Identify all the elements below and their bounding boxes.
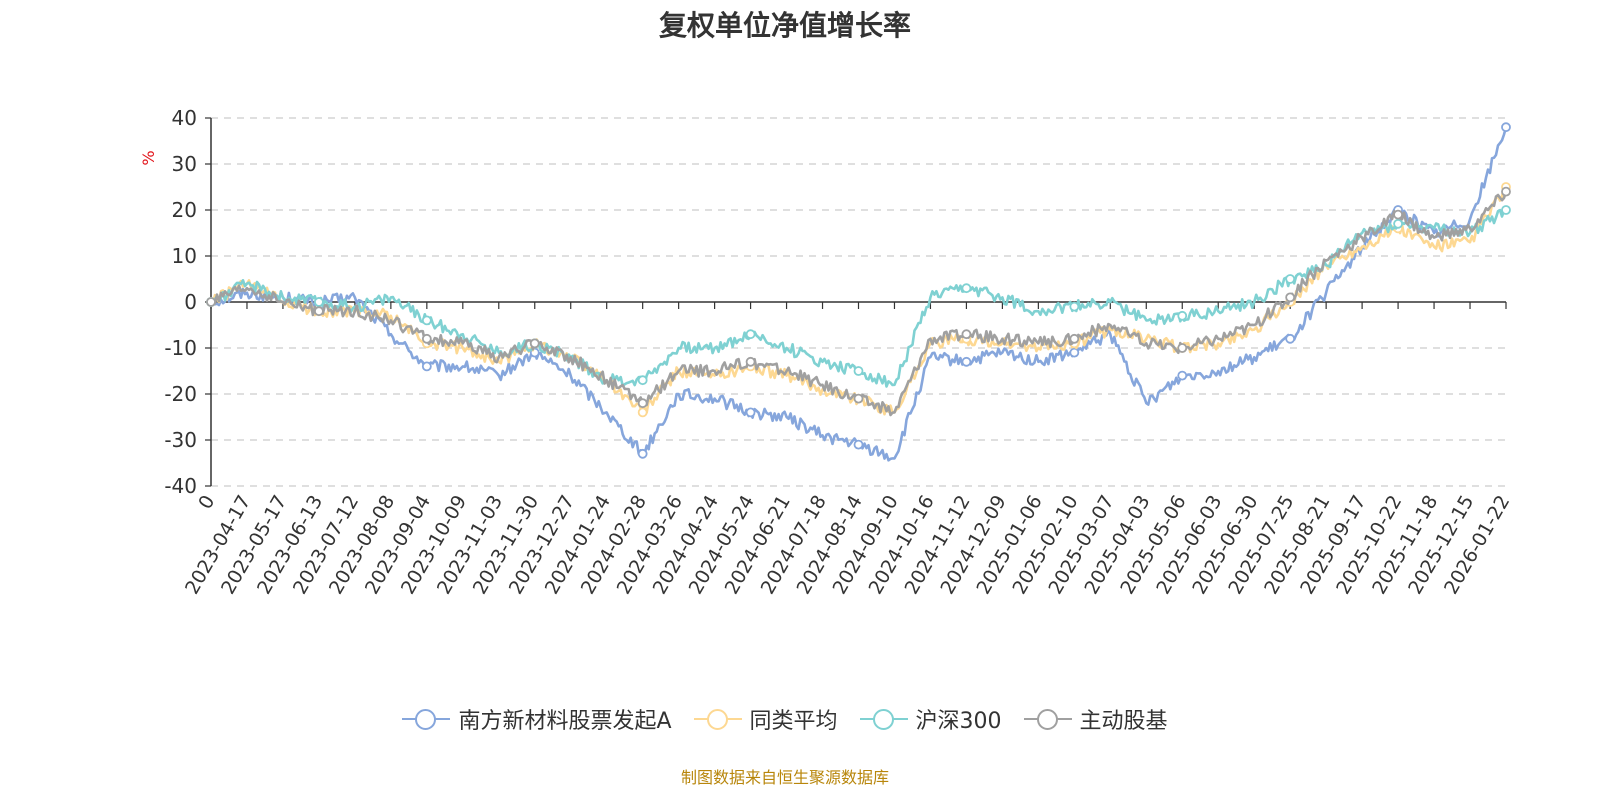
series-point: [1069, 347, 1080, 358]
series-line: [210, 183, 1507, 416]
series-point: [314, 297, 324, 307]
y-tick-label: 20: [172, 198, 197, 222]
legend-marker: [1023, 707, 1072, 731]
y-tick-label: 0: [184, 290, 197, 314]
series-point: [961, 283, 972, 294]
series-point: [421, 315, 432, 326]
series-point: [1285, 292, 1296, 303]
series-point: [637, 448, 648, 459]
series-line: [210, 126, 1508, 462]
series-point: [206, 297, 216, 307]
source-note: 制图数据来自恒生聚源数据库: [680, 768, 889, 787]
y-tick-label: -30: [164, 428, 197, 452]
legend-marker: [859, 707, 908, 731]
legend-label: 主动股基: [1079, 709, 1168, 734]
legend-marker: [693, 707, 742, 731]
series-point: [1177, 310, 1188, 321]
y-unit-label: %: [139, 150, 158, 165]
series-point: [637, 398, 648, 409]
gridlines: [211, 117, 1506, 487]
series-point: [1177, 343, 1188, 353]
series-point: [1069, 301, 1080, 312]
series-point: [1177, 370, 1188, 381]
legend-marker: [402, 707, 451, 731]
series-point: [637, 407, 648, 418]
x-tick-labels: 02023-04-172023-05-172023-06-132023-07-1…: [181, 302, 1514, 598]
series-point: [853, 393, 864, 404]
y-tick-label: 10: [172, 244, 197, 268]
series-point: [1501, 186, 1511, 197]
legend-item[interactable]: 沪深300: [859, 703, 1002, 735]
series-point: [421, 361, 432, 372]
legend-label: 南方新材料股票发起A: [458, 709, 672, 734]
series-point: [1393, 209, 1403, 220]
legend-label: 沪深300: [915, 709, 1002, 734]
series-point: [853, 366, 864, 376]
legend-item[interactable]: 同类平均: [693, 703, 838, 735]
y-tick-label: -40: [164, 474, 197, 498]
series-lines: [206, 122, 1511, 462]
series-point: [961, 356, 972, 367]
series-point: [1501, 122, 1511, 133]
legend: 南方新材料股票发起A 同类平均 沪深300 主动股基: [0, 703, 1570, 735]
series-point: [745, 329, 756, 340]
series-point: [637, 375, 648, 386]
series-line: [210, 208, 1507, 388]
y-tick-label: -10: [164, 336, 197, 360]
series-point: [1285, 274, 1296, 284]
line-chart: 40 30 20 10 0 -10 -20 -30 -40 02023-04-172023-05…: [139, 106, 1514, 598]
series-point: [853, 439, 864, 450]
x-tick-label: 0: [194, 492, 219, 513]
series-point: [1069, 333, 1080, 344]
series-point: [961, 329, 972, 340]
series-point: [421, 333, 432, 344]
y-tick-label: -20: [164, 382, 197, 406]
y-tick-labels: 40 30 20 10 0 -10 -20 -30 -40: [164, 106, 211, 498]
series-point: [314, 306, 324, 317]
y-tick-label: 40: [172, 106, 197, 130]
series-point: [745, 407, 756, 418]
series-point: [529, 338, 540, 349]
legend-label: 同类平均: [749, 709, 838, 734]
legend-item[interactable]: 主动股基: [1023, 703, 1168, 735]
y-tick-label: 30: [172, 152, 197, 176]
chart-title: 复权单位净值增长率: [658, 9, 911, 42]
series-point: [745, 356, 756, 367]
series-point: [1393, 218, 1403, 229]
series-point: [1501, 205, 1511, 215]
legend-item[interactable]: 南方新材料股票发起A: [402, 703, 672, 735]
series-point: [1285, 333, 1296, 344]
